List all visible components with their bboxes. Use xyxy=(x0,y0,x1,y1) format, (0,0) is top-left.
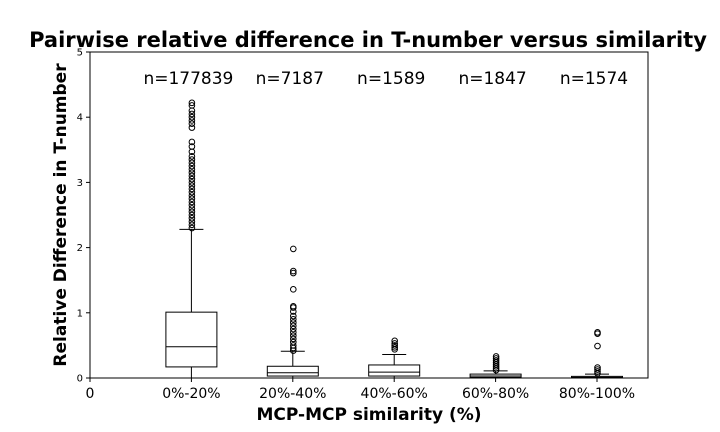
outlier-point xyxy=(188,117,196,124)
outlier-point xyxy=(290,329,297,336)
outlier-point xyxy=(290,325,297,333)
outlier-point xyxy=(290,335,297,343)
y-tick-label: 0 xyxy=(77,374,83,385)
outlier-point xyxy=(492,353,500,360)
outlier-point xyxy=(188,224,196,232)
box-5 xyxy=(571,329,623,379)
outlier-point xyxy=(188,162,196,170)
outlier-point xyxy=(290,332,297,339)
outlier-point xyxy=(188,172,196,180)
interquartile-box xyxy=(266,365,319,377)
plot-area-frame xyxy=(89,51,649,379)
interquartile-box xyxy=(165,311,218,368)
y-tick-label: 4 xyxy=(77,113,83,124)
outlier-point xyxy=(188,214,196,222)
outlier-point xyxy=(188,102,196,109)
x-tick-label: 20%-40% xyxy=(259,386,326,402)
outlier-point xyxy=(188,113,196,121)
outlier-point xyxy=(290,338,297,346)
outlier-point xyxy=(492,355,500,362)
x-axis-label: MCP-MCP similarity (%) xyxy=(256,405,481,425)
outlier-point xyxy=(188,169,196,176)
outlier-point xyxy=(290,267,297,275)
outlier-point xyxy=(290,342,297,349)
interquartile-box xyxy=(368,364,421,377)
outlier-point xyxy=(188,208,196,216)
outlier-point xyxy=(594,342,601,350)
outlier-point xyxy=(188,138,196,146)
outlier-point xyxy=(188,143,196,150)
outlier-point xyxy=(290,316,297,323)
outlier-point xyxy=(188,175,196,183)
outlier-point xyxy=(188,182,196,189)
outlier-point xyxy=(188,218,196,225)
y-tick-label: 2 xyxy=(77,243,83,254)
outlier-point xyxy=(188,124,196,131)
box-series xyxy=(165,99,623,379)
y-tick-label: 3 xyxy=(77,178,83,189)
x-axis: 0%-20% 20%-40% 40%-60% 60%-80% 80%-100% xyxy=(89,378,635,402)
x-origin-label: 0 xyxy=(86,386,95,402)
box-2 xyxy=(266,245,319,379)
y-axis: 0 1 2 3 4 5 xyxy=(77,48,90,385)
outlier-point xyxy=(188,211,196,219)
x-tick-label: 60%-80% xyxy=(462,386,529,402)
sample-size-label: n=177839 xyxy=(143,69,233,89)
outlier-point xyxy=(492,357,500,364)
outlier-point xyxy=(594,368,601,375)
outlier-point xyxy=(188,179,196,186)
y-tick-label: 1 xyxy=(77,308,83,319)
outlier-point xyxy=(188,198,196,206)
sample-size-label: n=7187 xyxy=(256,69,324,89)
outlier-point xyxy=(188,166,196,173)
outlier-point xyxy=(290,312,297,320)
outlier-point xyxy=(188,153,196,160)
y-tick-label: 5 xyxy=(77,48,83,59)
outlier-point xyxy=(188,99,196,107)
outlier-point xyxy=(290,245,297,253)
outlier-point xyxy=(188,195,196,202)
outlier-point xyxy=(188,110,196,118)
x-tick-label: 0%-20% xyxy=(162,386,220,402)
outlier-point xyxy=(290,286,297,293)
outlier-point xyxy=(188,201,196,209)
box-4 xyxy=(469,353,522,379)
sample-size-label: n=1589 xyxy=(357,69,425,89)
x-tick-label: 40%-60% xyxy=(361,386,428,402)
sample-size-label: n=1574 xyxy=(560,69,628,89)
sample-size-annotations: n=177839 n=7187 n=1589 n=1847 n=1574 xyxy=(143,69,628,89)
x-tick-label: 80%-100% xyxy=(559,386,635,402)
outlier-point xyxy=(188,185,196,193)
outlier-point xyxy=(188,205,196,212)
outlier-point xyxy=(594,364,601,371)
outlier-point xyxy=(391,340,399,347)
outlier-point xyxy=(188,120,196,128)
outlier-point xyxy=(391,337,399,345)
outlier-point xyxy=(290,319,297,326)
outlier-point xyxy=(188,159,196,167)
outlier-point xyxy=(391,342,399,349)
y-axis-label: Relative Difference in T-number xyxy=(51,63,71,367)
outlier-point xyxy=(391,344,399,351)
outlier-point xyxy=(188,188,196,196)
chart-title: Pairwise relative difference in T-number… xyxy=(29,28,707,52)
outlier-point xyxy=(290,269,297,277)
outlier-point xyxy=(290,322,297,330)
outlier-point xyxy=(290,302,297,310)
outlier-point xyxy=(594,329,601,336)
outlier-point xyxy=(594,366,601,373)
outlier-point xyxy=(188,221,196,229)
outlier-point xyxy=(188,192,196,199)
box-1 xyxy=(165,99,218,379)
box-3 xyxy=(368,337,421,379)
sample-size-label: n=1847 xyxy=(458,69,526,89)
outlier-point xyxy=(188,156,196,163)
